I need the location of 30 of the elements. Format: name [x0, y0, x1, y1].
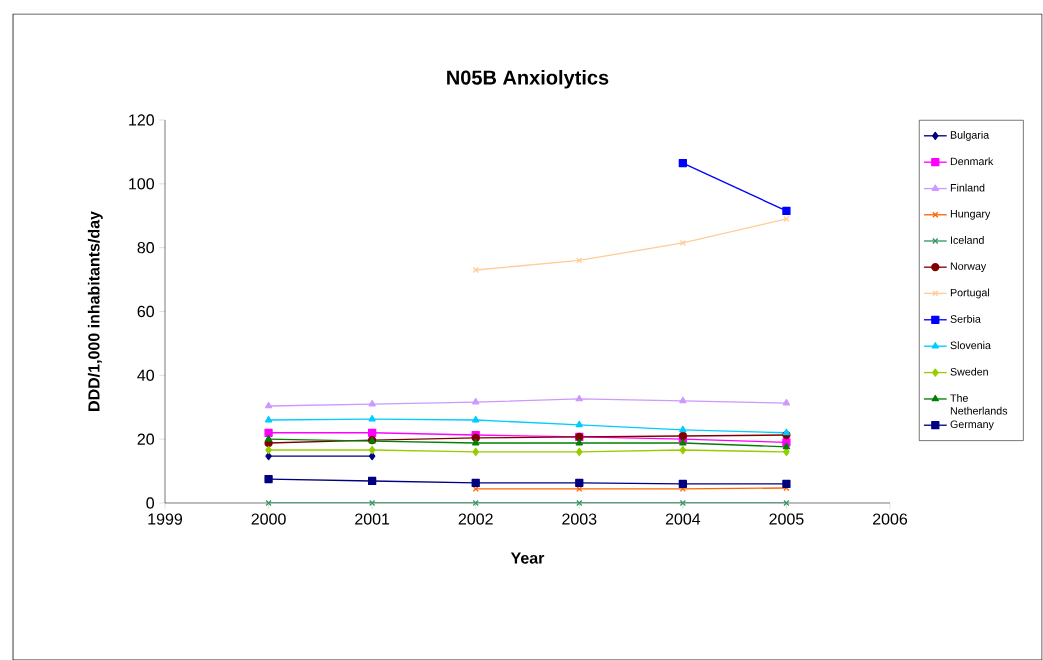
y-tick-label: 20 [137, 433, 155, 445]
x-tick-label: 2005 [769, 513, 804, 525]
y-tick-label: 100 [129, 177, 155, 190]
legend-label: Norway [950, 262, 987, 272]
x-axis-title: Year [510, 552, 545, 564]
legend-label: Slovenia [950, 341, 991, 349]
x-tick-label: 2002 [458, 513, 493, 525]
y-tick-label: 0 [146, 497, 155, 509]
legend-label: Germany [950, 420, 994, 430]
legend-label: Portugal [950, 288, 990, 299]
legend-label: Serbia [950, 314, 981, 323]
legend-label: Hungary [950, 209, 991, 220]
y-tick-label: 60 [137, 305, 155, 317]
x-tick-label: 2004 [665, 513, 701, 525]
legend-label: The Netherlands [950, 393, 1008, 415]
x-tick-label: 1999 [148, 513, 183, 525]
y-tick-label: 40 [137, 369, 155, 381]
x-tick-label: 2000 [251, 513, 286, 525]
y-axis-title: DDD/1,000 inhabitants/day [87, 210, 103, 411]
legend-label: Denmark [950, 157, 994, 165]
x-tick-label: 2006 [873, 513, 908, 525]
y-tick-label: 80 [137, 241, 155, 254]
x-tick-label: 2003 [562, 513, 597, 525]
legend-label: Sweden [950, 367, 988, 376]
chart-title: N05B Anxiolytics [447, 69, 609, 89]
y-tick-label: 120 [129, 114, 155, 126]
x-tick-label: 2001 [355, 513, 390, 525]
legend-label: Iceland [951, 235, 984, 244]
legend-label: Finland [950, 183, 985, 192]
legend-label: Bulgaria [950, 130, 990, 141]
